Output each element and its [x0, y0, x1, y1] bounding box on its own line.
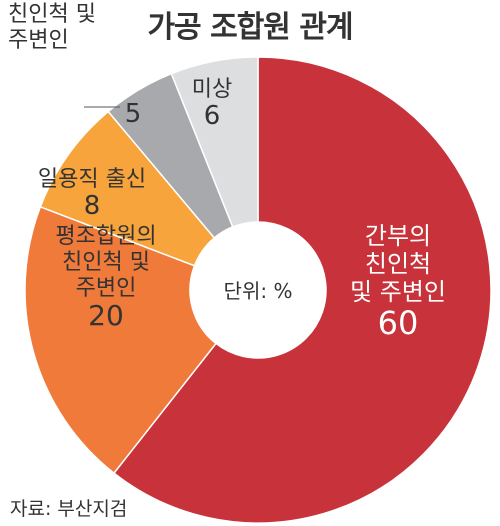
- slice-label: 미상: [192, 77, 232, 102]
- pie-slice: [112, 56, 492, 524]
- source-note: 자료: 부산지검: [10, 498, 128, 520]
- slice-value-label: 8: [84, 191, 101, 221]
- slice-value-label: 20: [88, 299, 124, 332]
- slice-label: 주변인: [8, 28, 69, 53]
- slice-label: 일용직 출신: [38, 167, 146, 192]
- center-label: 단위: %: [224, 279, 293, 303]
- slice-value-label: 60: [378, 304, 419, 342]
- slice-label: 및 주변인: [350, 278, 446, 306]
- slice-label: 유관기관의: [8, 0, 109, 1]
- slice-label: 친인척 및: [62, 250, 150, 275]
- chart-title: 가공 조합원 관계: [147, 10, 353, 45]
- slice-label: 주변인: [76, 276, 137, 301]
- slice-value-label: 6: [204, 101, 221, 131]
- slice-label: 친인척: [365, 250, 431, 278]
- slice-label: 평조합원의: [55, 224, 156, 249]
- slice-label: 친인척 및: [8, 2, 96, 27]
- pie-slice: [24, 205, 218, 475]
- slice-value-label: 5: [125, 99, 142, 129]
- pie-slice: [170, 56, 259, 228]
- slice-label: 간부의: [365, 222, 431, 250]
